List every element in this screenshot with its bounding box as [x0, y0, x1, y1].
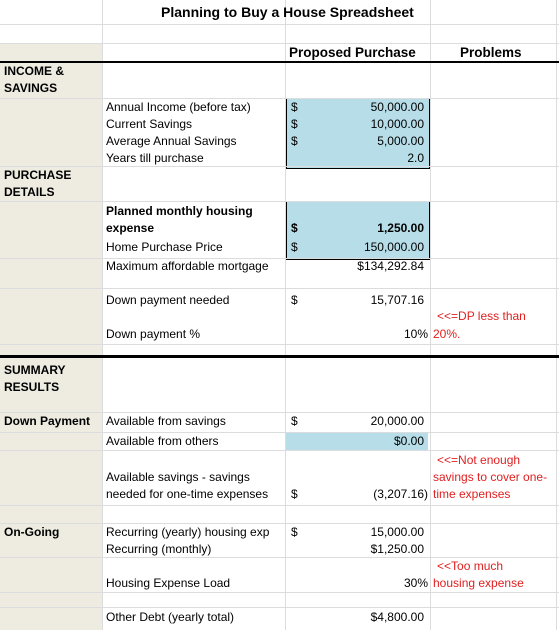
page-title: Planning to Buy a House Spreadsheet: [161, 4, 414, 20]
value-down-payment-pct: 10%: [403, 327, 428, 341]
section-purchase: PURCHASE: [4, 168, 72, 182]
label-other-debt: Other Debt (yearly total): [106, 610, 235, 624]
problem-housing-line1: <<Too much: [437, 559, 504, 573]
label-available-from-others: Available from others: [106, 434, 219, 448]
currency-recurring-yearly: $: [291, 525, 298, 539]
value-annual-income[interactable]: 50,000.00: [370, 100, 424, 114]
value-other-debt: $4,800.00: [370, 610, 424, 624]
currency-annual-income: $: [291, 100, 298, 114]
problem-dp-line2: 20%.: [433, 327, 461, 341]
summary-rule: [0, 355, 559, 358]
currency-available-minus-needed: $: [291, 487, 298, 501]
currency-planned-housing-expense: $: [291, 221, 298, 235]
currency-down-payment-needed: $: [291, 293, 298, 307]
problem-housing-line2: housing expense: [433, 576, 524, 590]
section-summary: SUMMARY: [4, 363, 66, 377]
header-rule: [0, 61, 559, 63]
label-current-savings: Current Savings: [106, 117, 193, 131]
value-maximum-affordable-mortgage: $134,292.84: [357, 259, 424, 273]
label-planned-housing-expense: Planned monthly housing: [106, 204, 253, 218]
section-ongoing: On-Going: [4, 525, 60, 539]
header-problems: Problems: [460, 45, 522, 60]
label-column: [0, 43, 102, 630]
label-housing-expense-load: Housing Expense Load: [106, 576, 231, 590]
label-average-annual-savings: Average Annual Savings: [106, 134, 237, 148]
section-summary-2: RESULTS: [4, 380, 60, 394]
label-available-minus-needed-2: needed for one-time expenses: [106, 487, 269, 501]
label-planned-housing-expense-2: expense: [106, 221, 155, 235]
label-recurring-yearly: Recurring (yearly) housing exp: [106, 525, 270, 539]
header-proposed-purchase: Proposed Purchase: [289, 45, 416, 60]
currency-average-annual-savings: $: [291, 134, 298, 148]
currency-available-from-savings: $: [291, 414, 298, 428]
label-available-minus-needed: Available savings - savings: [106, 470, 250, 484]
section-income: INCOME &: [4, 64, 64, 78]
input-available-others[interactable]: [286, 432, 428, 450]
value-home-purchase-price[interactable]: 150,000.00: [363, 240, 424, 254]
label-recurring-monthly: Recurring (monthly): [106, 542, 212, 556]
value-planned-housing-expense[interactable]: 1,250.00: [377, 221, 424, 235]
currency-current-savings: $: [291, 117, 298, 131]
value-average-annual-savings[interactable]: 5,000.00: [377, 134, 424, 148]
value-recurring-yearly: 15,000.00: [370, 525, 424, 539]
label-home-purchase-price: Home Purchase Price: [106, 240, 223, 254]
value-recurring-monthly: $1,250.00: [370, 542, 424, 556]
section-income-2: SAVINGS: [4, 81, 58, 95]
value-available-from-savings: 20,000.00: [370, 414, 424, 428]
value-current-savings[interactable]: 10,000.00: [370, 117, 424, 131]
problem-dp-line1: <<=DP less than: [437, 309, 526, 323]
section-down-payment: Down Payment: [4, 414, 91, 428]
value-available-minus-needed: (3,207.16): [373, 487, 428, 501]
value-down-payment-needed: 15,707.16: [370, 293, 424, 307]
value-housing-expense-load: 30%: [403, 576, 428, 590]
problem-savings-line3: time expenses: [433, 487, 511, 501]
label-years-till-purchase: Years till purchase: [106, 151, 204, 165]
value-available-from-others[interactable]: $0.00: [393, 434, 424, 448]
problem-savings-line2: savings to cover one-: [433, 470, 548, 484]
label-available-from-savings: Available from savings: [106, 414, 226, 428]
problem-savings-line1: <<=Not enough: [437, 453, 521, 467]
label-maximum-affordable-mortgage: Maximum affordable mortgage: [106, 259, 269, 273]
label-down-payment-needed: Down payment needed: [106, 293, 230, 307]
value-years-till-purchase[interactable]: 2.0: [407, 151, 424, 165]
label-down-payment-pct: Down payment %: [106, 327, 201, 341]
input-block-housing[interactable]: [286, 201, 430, 260]
label-annual-income: Annual Income (before tax): [106, 100, 251, 114]
currency-home-purchase-price: $: [291, 240, 298, 254]
section-purchase-2: DETAILS: [4, 185, 55, 199]
